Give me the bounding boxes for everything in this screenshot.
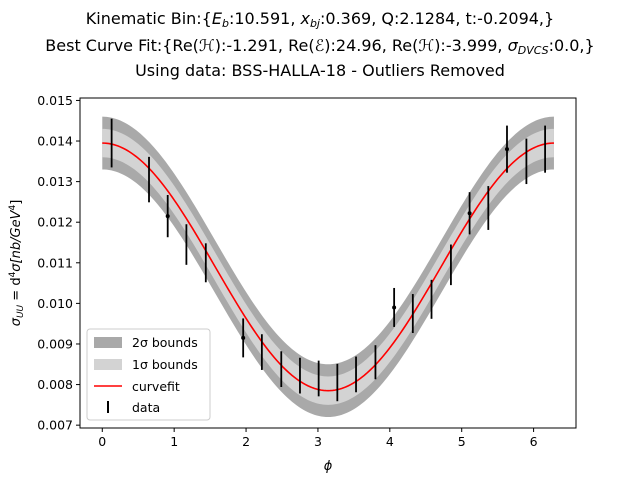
legend-label-data: data <box>132 400 160 415</box>
bands-layer <box>102 116 554 418</box>
y-tick-label: 0.007 <box>37 418 73 433</box>
legend-swatch-2sigma <box>94 337 122 348</box>
y-tick-label: 0.009 <box>37 336 73 351</box>
y-tick-label: 0.015 <box>37 93 73 108</box>
chart-title-line-2: Best Curve Fit:{Re(ℋ):-1.291, Re(ℰ):24.9… <box>45 36 594 57</box>
y-tick-label: 0.012 <box>37 215 73 230</box>
data-layer <box>110 118 546 402</box>
data-point <box>165 195 170 238</box>
y-axis-label: σUU = d4σ[nb/GeV4] <box>8 200 26 327</box>
legend-box <box>86 328 211 421</box>
data-marker <box>241 335 246 340</box>
y-tick-label: 0.008 <box>37 377 73 392</box>
x-tick-label: 5 <box>458 434 466 449</box>
data-marker <box>392 305 397 310</box>
curve-layer <box>102 142 554 392</box>
data-marker <box>165 214 170 219</box>
data-marker <box>504 147 509 152</box>
x-tick-label: 2 <box>242 434 250 449</box>
y-tick-label: 0.013 <box>37 174 73 189</box>
curvefit-line <box>102 142 554 392</box>
x-ticks: 0 1 2 3 4 5 6 <box>98 428 538 449</box>
chart-title-line-3: Using data: BSS-HALLA-18 - Outliers Remo… <box>135 61 505 80</box>
chart-title-line-1: Kinematic Bin:{Eb:10.591, xbj:0.369, Q:2… <box>86 9 554 30</box>
y-ticks: 0.007 0.008 0.009 0.010 0.011 0.012 0.013 0.014… <box>37 93 80 433</box>
data-point <box>467 192 472 235</box>
band-1sigma <box>102 128 554 405</box>
x-tick-label: 6 <box>530 434 538 449</box>
legend-label-curvefit: curvefit <box>132 379 180 394</box>
legend-label-1sigma: 1σ bounds <box>132 357 198 372</box>
legend: 2σ bounds 1σ bounds curvefit data <box>86 328 211 421</box>
data-point <box>504 125 509 173</box>
y-tick-label: 0.011 <box>37 255 73 270</box>
x-tick-label: 4 <box>386 434 394 449</box>
band-2sigma <box>102 116 554 418</box>
data-point <box>241 318 246 358</box>
x-axis-label: ϕ <box>324 459 333 474</box>
x-tick-label: 3 <box>314 434 322 449</box>
legend-swatch-1sigma <box>94 359 122 370</box>
legend-label-2sigma: 2σ bounds <box>132 335 198 350</box>
x-tick-label: 0 <box>98 434 106 449</box>
data-marker <box>467 211 472 216</box>
data-point <box>392 287 397 327</box>
y-tick-label: 0.010 <box>37 296 73 311</box>
x-tick-label: 1 <box>170 434 178 449</box>
y-tick-label: 0.014 <box>37 134 73 149</box>
